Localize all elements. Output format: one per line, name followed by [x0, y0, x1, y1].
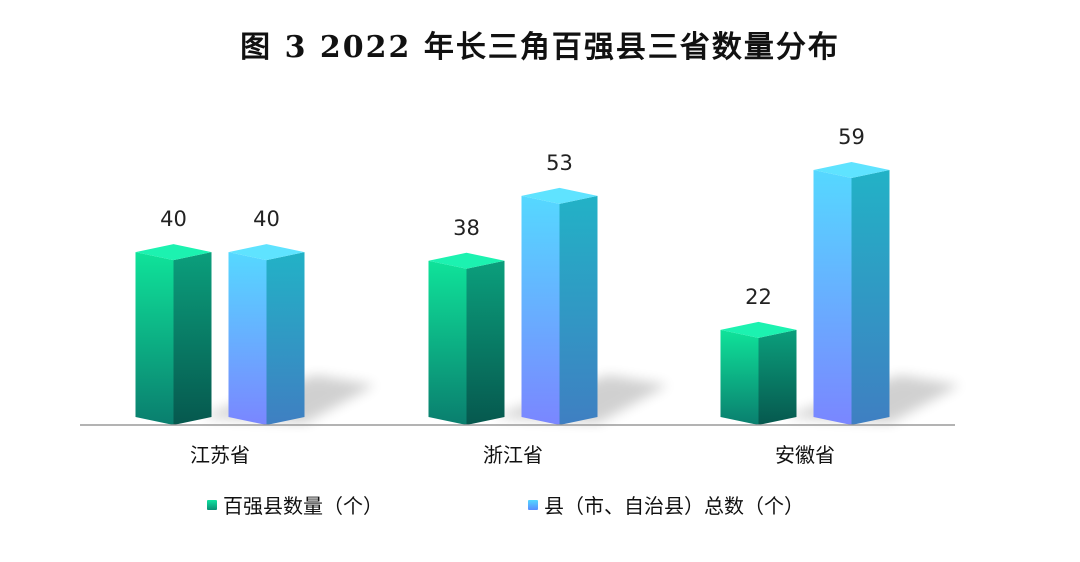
data-label: 40: [253, 207, 280, 231]
bar-hundred-strong-1: [428, 252, 505, 425]
data-label: 22: [745, 285, 772, 309]
category-label: 江苏省: [190, 443, 250, 467]
bar-county-total-2: [813, 162, 890, 425]
legend-item-series-1: 百强县数量（个）: [207, 490, 383, 519]
data-label: 40: [160, 207, 187, 231]
bar-hundred-strong-0: [135, 244, 212, 425]
category-label: 安徽省: [775, 443, 835, 467]
legend-swatch-blue: [528, 499, 538, 510]
data-label: 59: [838, 125, 865, 149]
legend-label: 百强县数量（个）: [223, 494, 383, 518]
data-label: 53: [546, 151, 573, 175]
legend: 百强县数量（个） 县（市、自治县）总数（个）: [0, 490, 1080, 520]
legend-item-series-2: 县（市、自治县）总数（个）: [528, 490, 804, 519]
bar-hundred-strong-2: [720, 321, 797, 425]
data-label: 38: [453, 216, 480, 240]
category-label: 浙江省: [483, 443, 543, 467]
legend-swatch-green: [207, 499, 217, 510]
bar-county-total-1: [521, 187, 598, 425]
chart-title: 图 3 2022 年长三角百强县三省数量分布: [240, 30, 840, 65]
bar-county-total-0: [228, 244, 305, 425]
legend-label: 县（市、自治县）总数（个）: [544, 494, 804, 518]
